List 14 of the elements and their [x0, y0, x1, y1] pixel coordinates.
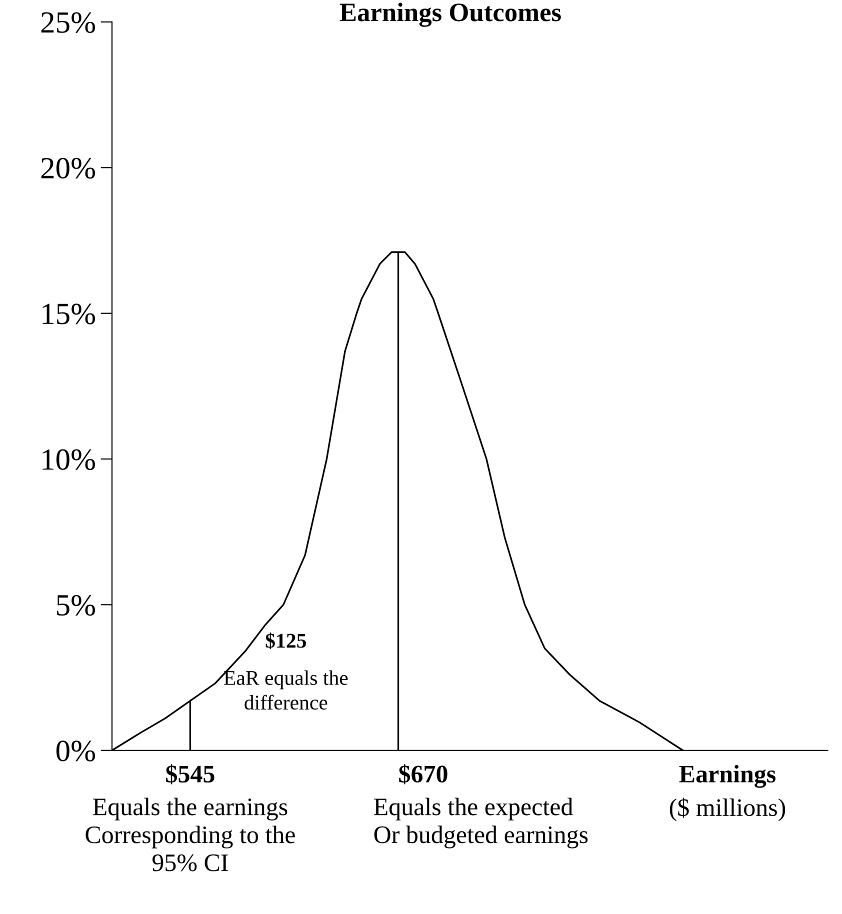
chart-title: Earnings Outcomes	[340, 2, 561, 27]
y-tick-label: 15%	[42, 304, 95, 324]
ref-line-label: $545	[166, 764, 214, 784]
text: Equals the expected Or budgeted earnings	[374, 798, 588, 848]
y-tick-label: 5%	[57, 594, 95, 616]
annotation: $125	[266, 632, 306, 650]
y-tick-label: 25%	[41, 12, 95, 33]
y-tick-label: 10%	[42, 449, 95, 470]
y-tick-label: 20%	[41, 158, 95, 179]
x-axis-title: Earnings ($ millions)	[670, 764, 786, 822]
annotation: EaR equals the difference	[224, 670, 348, 710]
ref-line-label: $670	[399, 764, 448, 784]
text: Equals the earnings Corresponding to the 95% CI	[86, 798, 295, 872]
y-tick-label: 0%	[56, 740, 95, 762]
